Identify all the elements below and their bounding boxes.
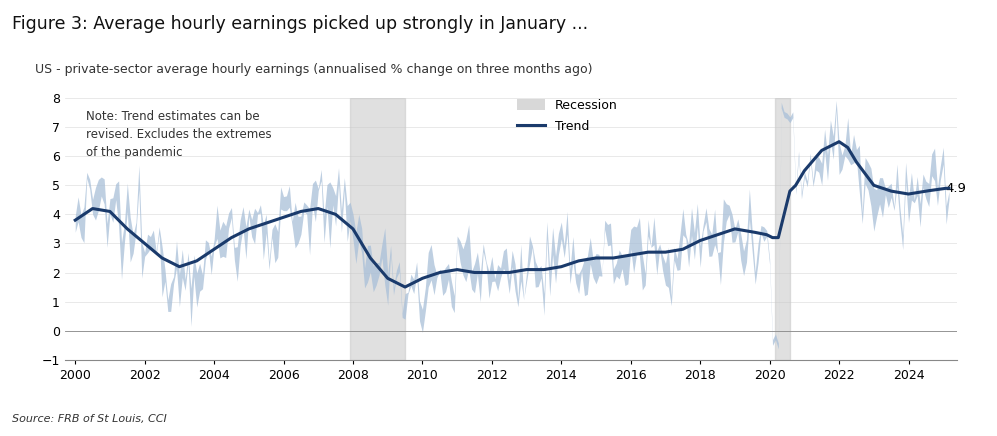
Text: US - private-sector average hourly earnings (annualised % change on three months: US - private-sector average hourly earni… (35, 63, 592, 76)
Text: Figure 3: Average hourly earnings picked up strongly in January ...: Figure 3: Average hourly earnings picked… (12, 15, 588, 33)
Bar (776, 98, 790, 360)
Text: 4.9: 4.9 (945, 182, 966, 195)
Legend: Recession, Trend: Recession, Trend (517, 99, 617, 133)
Text: Note: Trend estimates can be
revised. Excludes the extremes
of the pandemic: Note: Trend estimates can be revised. Ex… (86, 110, 271, 159)
Bar (350, 98, 405, 360)
Text: Source: FRB of St Louis, CCI: Source: FRB of St Louis, CCI (12, 414, 166, 423)
